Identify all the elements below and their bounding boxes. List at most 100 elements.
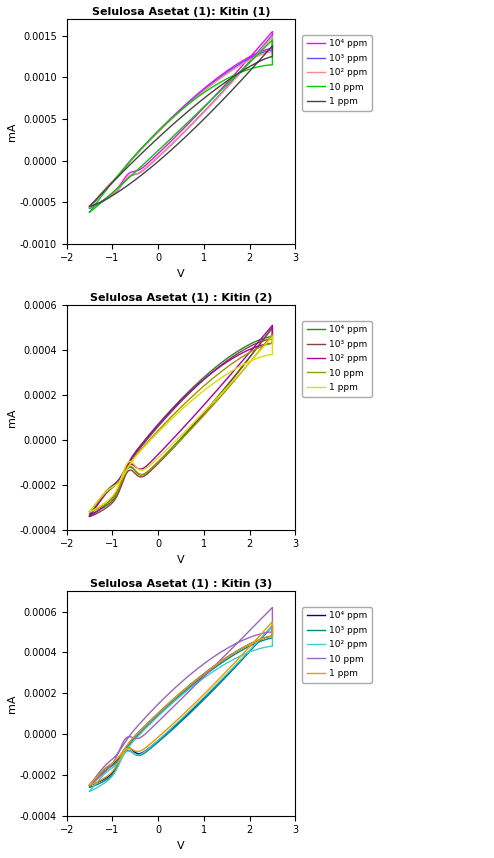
Line: 10³ ppm: 10³ ppm (89, 328, 272, 517)
Line: 10² ppm: 10² ppm (89, 625, 272, 791)
10 ppm (252, 63, 258, 73)
10³ ppm (210, 398, 216, 408)
10² ppm (210, 98, 216, 108)
Title: Selulosa Asetat (1) : Kitin (3): Selulosa Asetat (1) : Kitin (3) (90, 579, 272, 589)
Legend: 10⁴ ppm, 10³ ppm, 10² ppm, 10 ppm, 1 ppm: 10⁴ ppm, 10³ ppm, 10² ppm, 10 ppm, 1 ppm (302, 321, 372, 396)
10⁴ ppm (269, 27, 275, 37)
X-axis label: V: V (177, 269, 185, 279)
1 ppm (148, 459, 154, 469)
10 ppm (246, 58, 251, 69)
10² ppm (135, 168, 141, 178)
1 ppm (260, 633, 266, 644)
Line: 10⁴ ppm: 10⁴ ppm (89, 32, 272, 208)
Y-axis label: mA: mA (7, 122, 17, 141)
10⁴ ppm (86, 202, 92, 213)
10⁴ ppm (269, 620, 275, 631)
10² ppm (210, 683, 216, 693)
10³ ppm (246, 57, 251, 68)
10 ppm (86, 207, 92, 217)
1 ppm (246, 644, 251, 654)
10³ ppm (86, 202, 92, 213)
10² ppm (260, 643, 266, 653)
10 ppm (269, 35, 275, 45)
10⁴ ppm (260, 633, 266, 644)
10² ppm (260, 340, 266, 350)
10² ppm (252, 52, 258, 63)
10³ ppm (252, 51, 258, 61)
10³ ppm (148, 465, 154, 475)
10³ ppm (86, 782, 92, 792)
10³ ppm (148, 159, 154, 169)
10³ ppm (135, 471, 141, 481)
X-axis label: V: V (177, 841, 185, 851)
10² ppm (86, 511, 92, 522)
10³ ppm (260, 635, 266, 645)
Legend: 10⁴ ppm, 10³ ppm, 10² ppm, 10 ppm, 1 ppm: 10⁴ ppm, 10³ ppm, 10² ppm, 10 ppm, 1 ppm (302, 607, 372, 683)
10⁴ ppm (135, 468, 141, 479)
10⁴ ppm (86, 509, 92, 519)
10⁴ ppm (246, 353, 251, 364)
Line: 10 ppm: 10 ppm (89, 335, 272, 512)
10² ppm (148, 456, 154, 467)
Line: 1 ppm: 1 ppm (89, 45, 272, 206)
10⁴ ppm (148, 155, 154, 166)
10² ppm (252, 342, 258, 353)
10⁴ ppm (246, 648, 251, 658)
10⁴ ppm (135, 748, 141, 758)
1 ppm (148, 162, 154, 172)
Y-axis label: mA: mA (7, 694, 17, 713)
Line: 10² ppm: 10² ppm (89, 37, 272, 207)
10 ppm (210, 401, 216, 411)
10 ppm (260, 61, 266, 71)
1 ppm (210, 105, 216, 115)
10 ppm (135, 734, 141, 744)
10² ppm (86, 786, 92, 796)
10² ppm (86, 511, 92, 522)
10² ppm (148, 158, 154, 168)
10 ppm (260, 628, 266, 638)
10⁴ ppm (246, 54, 251, 64)
10⁴ ppm (252, 637, 258, 647)
10⁴ ppm (86, 780, 92, 790)
1 ppm (252, 353, 258, 364)
10⁴ ppm (252, 49, 258, 59)
1 ppm (135, 172, 141, 183)
1 ppm (210, 397, 216, 408)
10⁴ ppm (260, 334, 266, 344)
1 ppm (260, 351, 266, 361)
10 ppm (210, 94, 216, 104)
10 ppm (260, 341, 266, 351)
10³ ppm (269, 323, 275, 333)
10³ ppm (86, 511, 92, 522)
10⁴ ppm (135, 166, 141, 176)
1 ppm (148, 738, 154, 748)
10³ ppm (252, 638, 258, 649)
Line: 10³ ppm: 10³ ppm (89, 35, 272, 208)
10² ppm (246, 349, 251, 360)
10² ppm (269, 320, 275, 330)
Line: 1 ppm: 1 ppm (89, 336, 272, 512)
10⁴ ppm (210, 397, 216, 408)
1 ppm (269, 617, 275, 627)
10³ ppm (210, 686, 216, 696)
10³ ppm (148, 743, 154, 753)
10 ppm (148, 152, 154, 162)
10 ppm (252, 631, 258, 641)
1 ppm (86, 507, 92, 517)
Line: 10² ppm: 10² ppm (89, 325, 272, 517)
10² ppm (135, 750, 141, 760)
10 ppm (86, 507, 92, 517)
10² ppm (86, 786, 92, 796)
10⁴ ppm (252, 336, 258, 347)
10 ppm (135, 468, 141, 479)
10 ppm (246, 627, 251, 637)
Line: 10 ppm: 10 ppm (89, 40, 272, 212)
1 ppm (210, 680, 216, 691)
10² ppm (252, 645, 258, 656)
10² ppm (135, 463, 141, 474)
1 ppm (135, 463, 141, 474)
10⁴ ppm (86, 780, 92, 790)
10⁴ ppm (210, 685, 216, 695)
10 ppm (86, 507, 92, 517)
10 ppm (86, 780, 92, 790)
